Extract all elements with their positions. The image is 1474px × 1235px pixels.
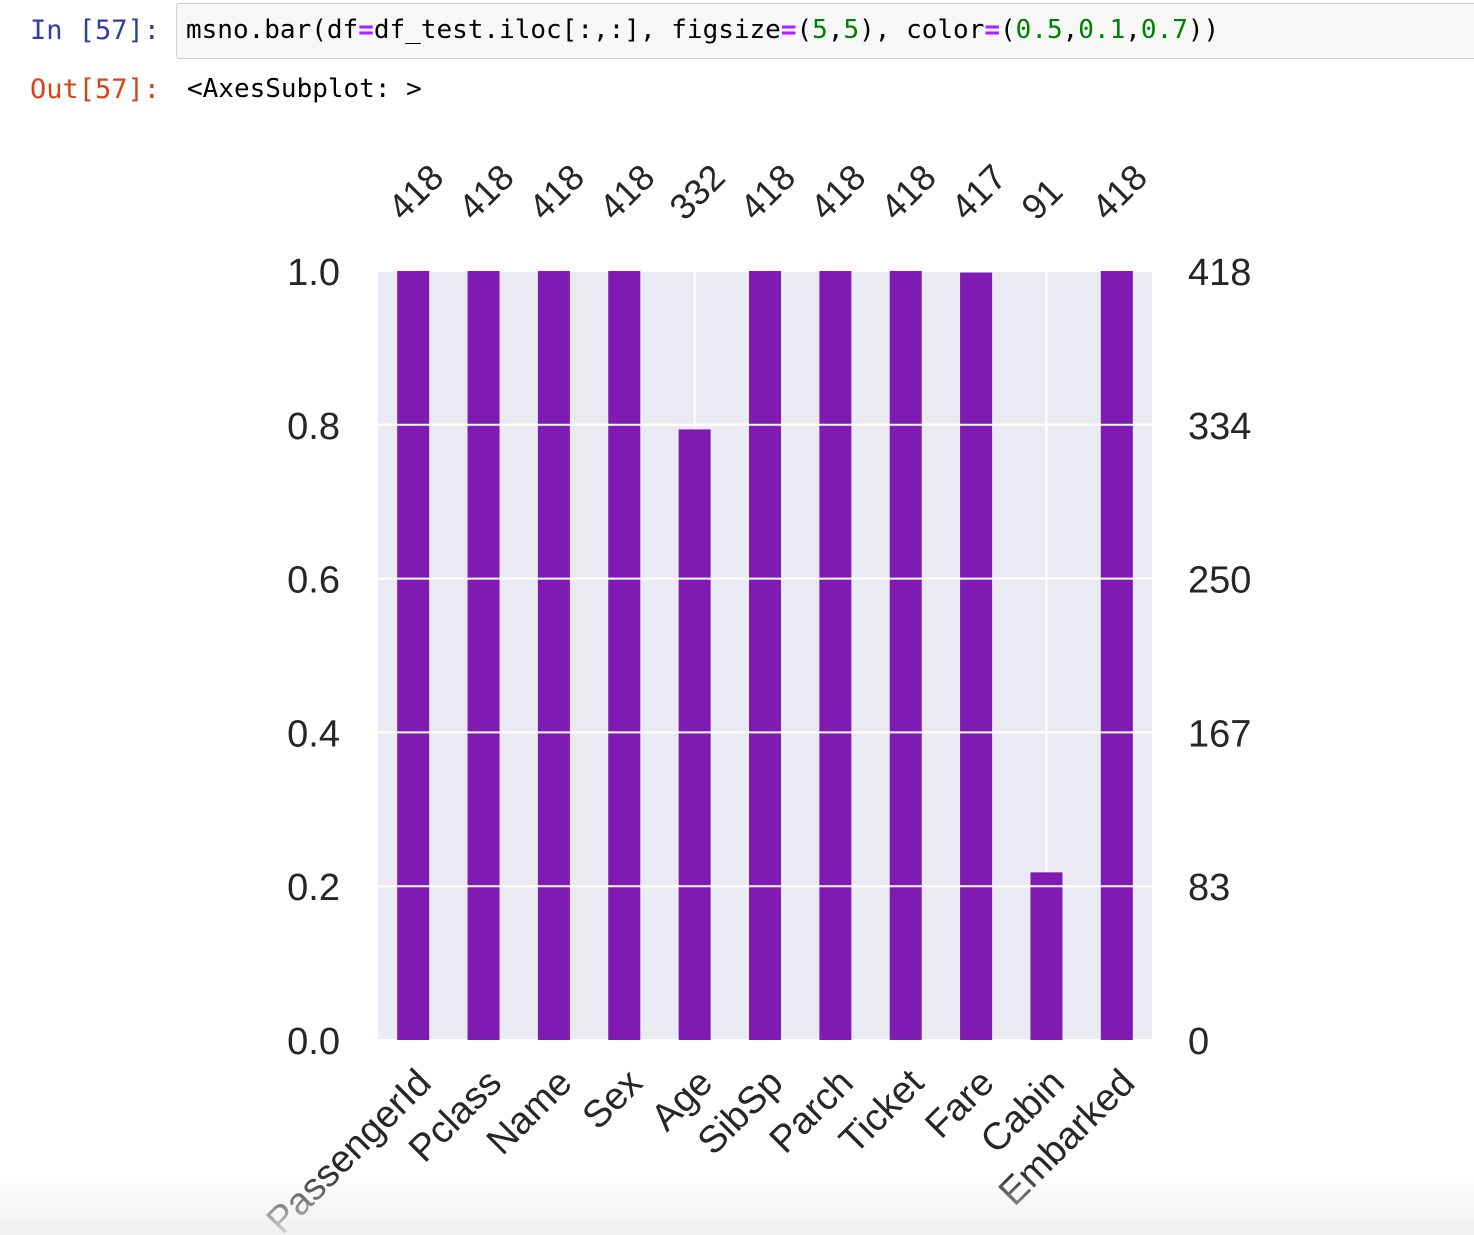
code-token: ( bbox=[1000, 15, 1016, 45]
y-tick-label-left: 0.8 bbox=[287, 406, 340, 448]
code-token: , bbox=[1125, 15, 1141, 45]
bar bbox=[1030, 872, 1063, 1040]
code-token: ), color bbox=[859, 15, 985, 45]
code-token: = bbox=[780, 15, 797, 45]
bar-count-label: 91 bbox=[1013, 170, 1070, 227]
bar-count-label: 418 bbox=[591, 156, 662, 227]
bar bbox=[397, 271, 430, 1040]
code-token: , bbox=[827, 15, 844, 45]
y-tick-label-right: 334 bbox=[1188, 406, 1251, 448]
bar bbox=[960, 272, 993, 1041]
bar-count-label: 332 bbox=[661, 156, 732, 227]
bar bbox=[889, 271, 922, 1040]
bar bbox=[608, 271, 641, 1040]
bar-count-label: 418 bbox=[521, 156, 592, 227]
code-token: 5 bbox=[812, 15, 828, 45]
code-token: 0.5 bbox=[1015, 15, 1063, 45]
y-tick-label-left: 0.2 bbox=[287, 867, 340, 909]
bar bbox=[749, 271, 781, 1040]
y-tick-label-left: 0.4 bbox=[287, 713, 340, 755]
y-tick-label-left: 0.6 bbox=[287, 560, 340, 602]
bar bbox=[678, 429, 711, 1040]
code-token: = bbox=[984, 15, 1001, 45]
y-tick-label-right: 167 bbox=[1188, 713, 1251, 755]
output-prompt: Out[57]: bbox=[30, 74, 161, 105]
y-tick-label-left: 0.0 bbox=[287, 1021, 340, 1063]
bar-count-label: 418 bbox=[1083, 156, 1154, 227]
y-tick-label-right: 0 bbox=[1188, 1021, 1209, 1063]
code-token: ( bbox=[796, 15, 813, 45]
bar-count-label: 418 bbox=[802, 156, 873, 227]
code-token: msno.bar(df bbox=[186, 15, 359, 45]
category-label: Sex bbox=[575, 1062, 651, 1138]
code-token: 0.7 bbox=[1140, 15, 1188, 45]
code-token: df_test.iloc[:,:], figsize bbox=[373, 15, 781, 45]
code-input-area[interactable]: msno.bar(df=df_test.iloc[:,:], figsize=(… bbox=[176, 3, 1474, 59]
output-text: <AxesSubplot: > bbox=[187, 74, 422, 104]
input-prompt: In [57]: bbox=[30, 15, 161, 46]
y-tick-label-left: 1.0 bbox=[287, 252, 340, 294]
bar bbox=[819, 271, 852, 1040]
bar-count-label: 418 bbox=[450, 156, 521, 227]
code-line: msno.bar(df=df_test.iloc[:,:], figsize=(… bbox=[186, 17, 1219, 43]
bar bbox=[467, 271, 500, 1040]
code-token: 5 bbox=[843, 15, 860, 45]
code-token: 0.1 bbox=[1078, 15, 1126, 45]
bar-count-label: 418 bbox=[380, 156, 451, 227]
bar-count-label: 418 bbox=[872, 156, 943, 227]
bar-count-label: 417 bbox=[943, 156, 1014, 227]
code-token: )) bbox=[1187, 15, 1220, 45]
bar bbox=[1100, 271, 1133, 1040]
code-token: = bbox=[358, 15, 374, 45]
y-tick-label-right: 250 bbox=[1188, 560, 1251, 602]
bar-count-label: 418 bbox=[732, 156, 803, 227]
y-tick-label-right: 83 bbox=[1188, 867, 1230, 909]
y-tick-label-right: 418 bbox=[1188, 252, 1251, 294]
code-token: , bbox=[1062, 15, 1079, 45]
bar bbox=[537, 271, 570, 1040]
